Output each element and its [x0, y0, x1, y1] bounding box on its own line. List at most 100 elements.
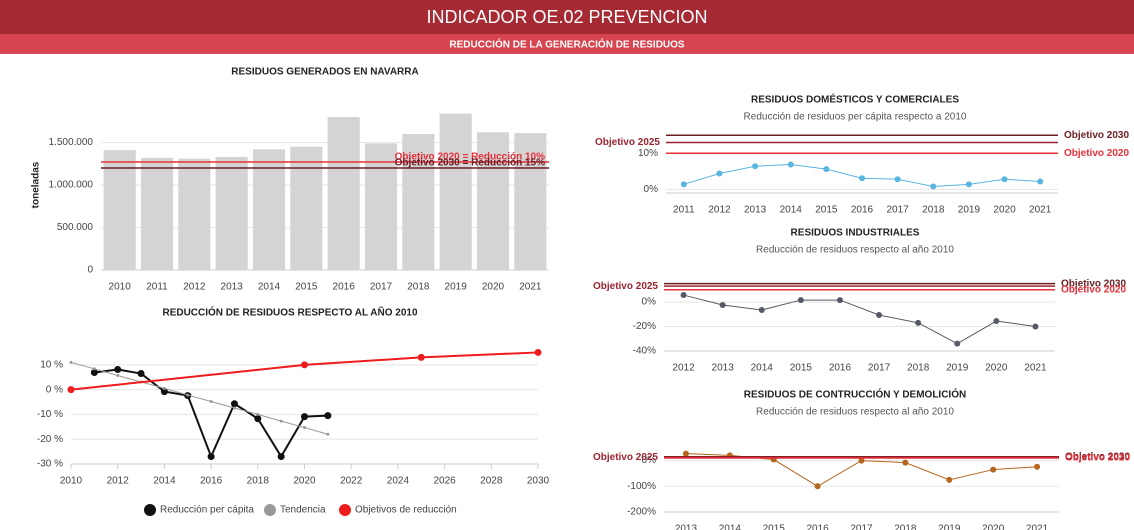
x-tick-label: 2016: [200, 476, 223, 487]
bar: [402, 134, 435, 270]
series-point: [326, 432, 330, 436]
y-tick-label: 1.000.000: [49, 180, 94, 191]
data-point: [682, 450, 689, 457]
series-point: [417, 353, 425, 361]
chart-title: RESIDUOS DOMÉSTICOS Y COMERCIALES: [751, 93, 959, 106]
bar: [290, 146, 323, 270]
series-point: [162, 386, 166, 390]
reference-label: Objetivo 2020 = Reducción 10%: [395, 152, 545, 163]
series-point: [232, 406, 236, 410]
y-tick-label: 0: [87, 265, 93, 276]
chart-title: RESIDUOS DE CONTRUCCIÓN Y DEMOLICIÓN: [744, 388, 966, 401]
x-tick-label: 2019: [445, 282, 468, 293]
x-tick-label: 2024: [387, 476, 410, 487]
bar: [215, 156, 248, 270]
x-tick-label: 2010: [109, 282, 132, 293]
reference-label: Objetivo 2020: [1061, 284, 1126, 295]
x-tick-label: 2014: [153, 476, 176, 487]
series-point: [207, 453, 215, 461]
x-tick-label: 2014: [258, 282, 281, 293]
x-tick-label: 2011: [673, 205, 695, 216]
bar: [178, 158, 211, 270]
x-tick-label: 2016: [851, 205, 874, 216]
data-point: [990, 466, 997, 473]
x-tick-label: 2021: [1024, 363, 1047, 374]
data-point: [719, 301, 726, 308]
x-tick-label: 2022: [340, 476, 363, 487]
x-tick-label: 2021: [1026, 524, 1049, 530]
data-point: [758, 306, 765, 313]
x-tick-label: 2017: [887, 205, 910, 216]
x-tick-label: 2016: [806, 524, 829, 530]
reference-label: Objetivo 2030 = Reducción 15%: [395, 158, 545, 169]
reference-label: Objetivo 2030: [1065, 451, 1130, 462]
data-point: [752, 163, 759, 170]
series-point: [303, 426, 306, 430]
x-tick-label: 2017: [850, 524, 873, 530]
y-tick-label: -20%: [633, 321, 656, 332]
series-point: [324, 412, 332, 420]
x-tick-label: 2015: [295, 282, 318, 293]
x-tick-label: 2018: [907, 363, 930, 374]
x-tick-label: 2018: [407, 282, 430, 293]
chart-subtitle: Reducción de residuos respecto al año 20…: [756, 407, 954, 418]
series-point: [116, 373, 120, 377]
x-tick-label: 2013: [744, 205, 767, 216]
y-axis-label: toneladas: [31, 161, 42, 208]
series-line: [70, 351, 539, 391]
chart-subtitle: Reducción de residuos per cápita respect…: [744, 112, 967, 123]
bar: [252, 149, 286, 270]
y-tick-label: 500.000: [57, 222, 94, 233]
series-point: [279, 419, 283, 423]
series-point: [301, 413, 308, 421]
data-point: [965, 181, 972, 188]
x-tick-label: 2028: [480, 476, 503, 487]
x-tick-label: 2012: [107, 476, 130, 487]
chart-title: RESIDUOS GENERADOS EN NAVARRA: [231, 67, 418, 78]
x-tick-label: 2018: [247, 476, 270, 487]
data-point: [894, 176, 901, 183]
x-tick-label: 2018: [922, 205, 945, 216]
reference-label: Objetivo 2025: [593, 452, 658, 463]
x-tick-label: 2016: [829, 363, 852, 374]
data-point: [797, 297, 804, 304]
x-tick-label: 2012: [672, 363, 695, 374]
data-point: [858, 457, 865, 464]
data-point: [993, 318, 1000, 325]
bar: [103, 150, 136, 270]
legend-label: Reducción per cápita: [160, 505, 254, 516]
x-tick-label: 2017: [868, 363, 891, 374]
page-subtitle: REDUCCIÓN DE LA GENERACIÓN DE RESIDUOS: [449, 38, 685, 51]
x-tick-label: 2012: [183, 282, 206, 293]
data-point: [859, 175, 865, 182]
data-point: [915, 319, 922, 326]
bar: [439, 113, 472, 270]
x-tick-label: 2010: [60, 476, 83, 487]
y-tick-label: 0 %: [46, 384, 63, 395]
x-tick-label: 2026: [433, 476, 456, 487]
y-tick-label: -20 %: [37, 434, 63, 445]
data-point: [680, 181, 687, 188]
reference-label: Objetivo 2020: [1064, 148, 1129, 159]
series-point: [534, 348, 542, 356]
y-tick-label: 0%: [644, 184, 659, 195]
chart-title: REDUCCIÓN DE RESIDUOS RESPECTO AL AÑO 20…: [162, 306, 417, 319]
series-point: [92, 367, 96, 371]
series-point: [254, 415, 262, 423]
y-tick-label: 10 %: [40, 359, 63, 370]
x-tick-label: 2015: [815, 205, 838, 216]
legend-marker: [339, 504, 351, 516]
data-point: [930, 183, 937, 190]
x-tick-label: 2013: [675, 524, 698, 530]
data-point: [680, 292, 687, 299]
series-point: [209, 400, 213, 404]
legend-marker: [144, 504, 156, 516]
y-tick-label: 0%: [642, 455, 657, 466]
x-tick-label: 2021: [519, 282, 542, 293]
data-point: [836, 297, 843, 304]
reference-label: Objetivo 2025: [595, 137, 660, 148]
reference-label: Objetivo 2030: [1064, 130, 1129, 141]
data-point: [814, 483, 821, 490]
x-tick-label: 2020: [982, 524, 1005, 530]
